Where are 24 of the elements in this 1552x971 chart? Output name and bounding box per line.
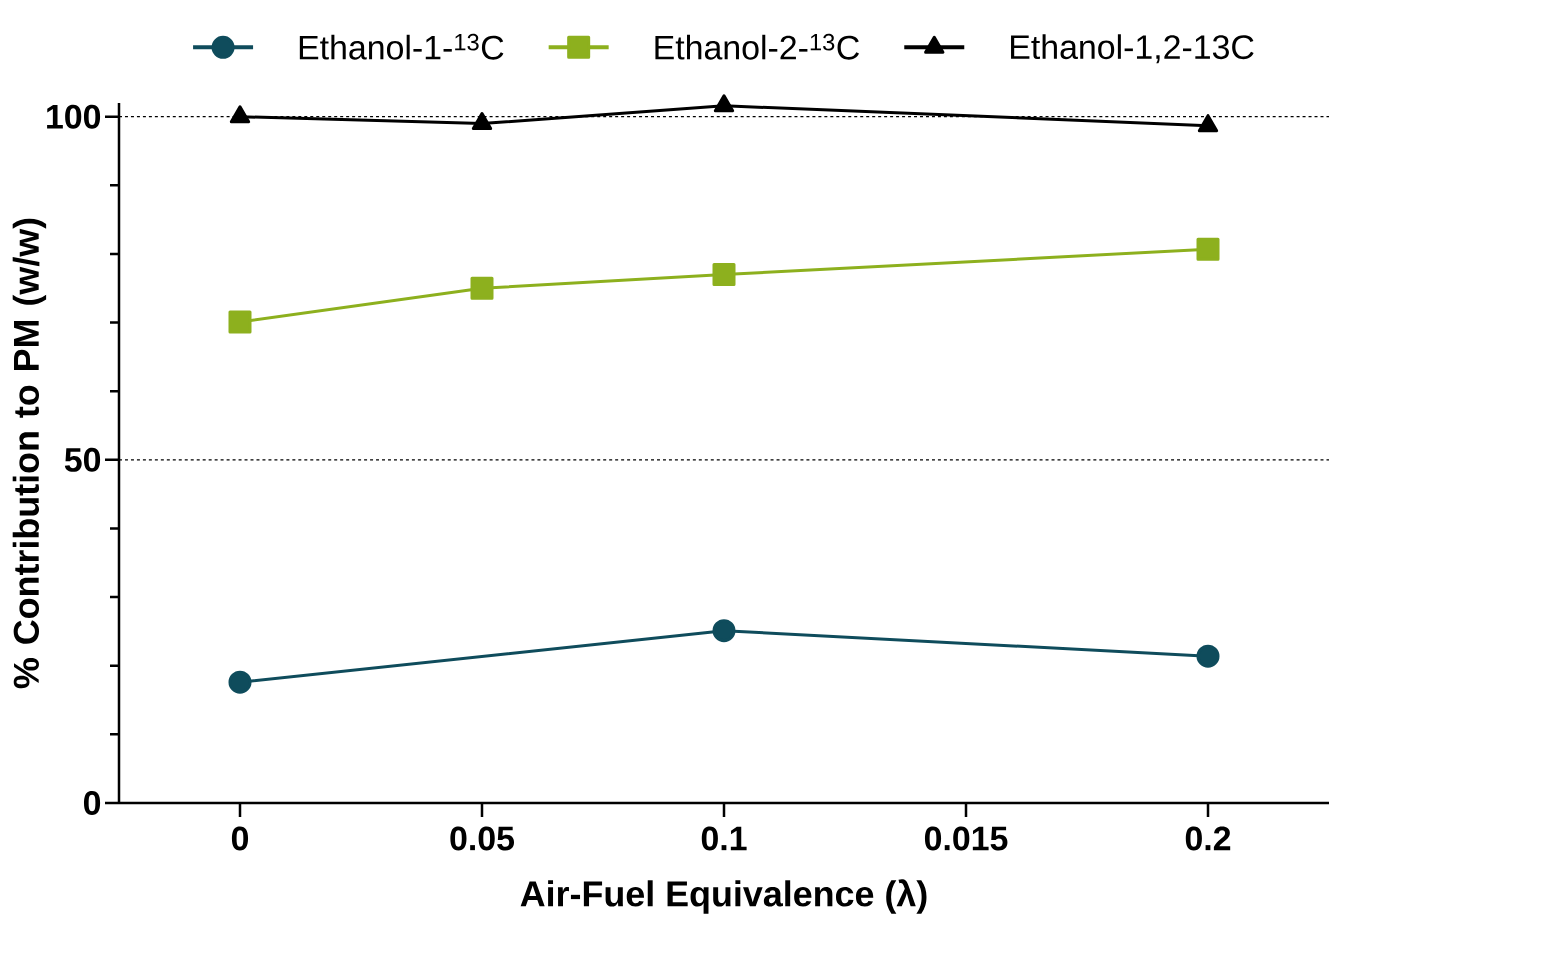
legend-label: Ethanol-1,2-13C xyxy=(1011,34,1254,64)
x-axis-title: Air-Fuel Equivalence (λ) xyxy=(520,879,927,914)
point xyxy=(712,263,736,287)
point xyxy=(1197,114,1219,133)
point xyxy=(713,94,735,113)
legend-label: Ethanol-2-$^{13}$C xyxy=(655,33,859,60)
point xyxy=(471,112,493,131)
x-tick-label: 0 xyxy=(231,826,249,851)
y-tick-label: 0 xyxy=(83,791,101,815)
x-tick-label: 0.2 xyxy=(1185,826,1231,851)
x-tick-label: 0.015 xyxy=(924,826,1008,851)
x-tick-label: 0.05 xyxy=(450,826,515,851)
y-tick-label: 50 xyxy=(64,447,101,472)
point xyxy=(712,619,736,643)
point xyxy=(228,310,252,334)
y-axis-title: % Contribution to PM (w/w) xyxy=(12,218,47,689)
y-tick-label: 100 xyxy=(47,104,101,129)
point xyxy=(1196,644,1220,668)
point xyxy=(228,670,252,694)
point xyxy=(229,105,251,124)
point xyxy=(1196,237,1220,261)
point xyxy=(470,276,494,300)
x-tick-label: 0.1 xyxy=(701,826,747,851)
legend-label: Ethanol-1-$^{13}$C xyxy=(299,33,504,60)
